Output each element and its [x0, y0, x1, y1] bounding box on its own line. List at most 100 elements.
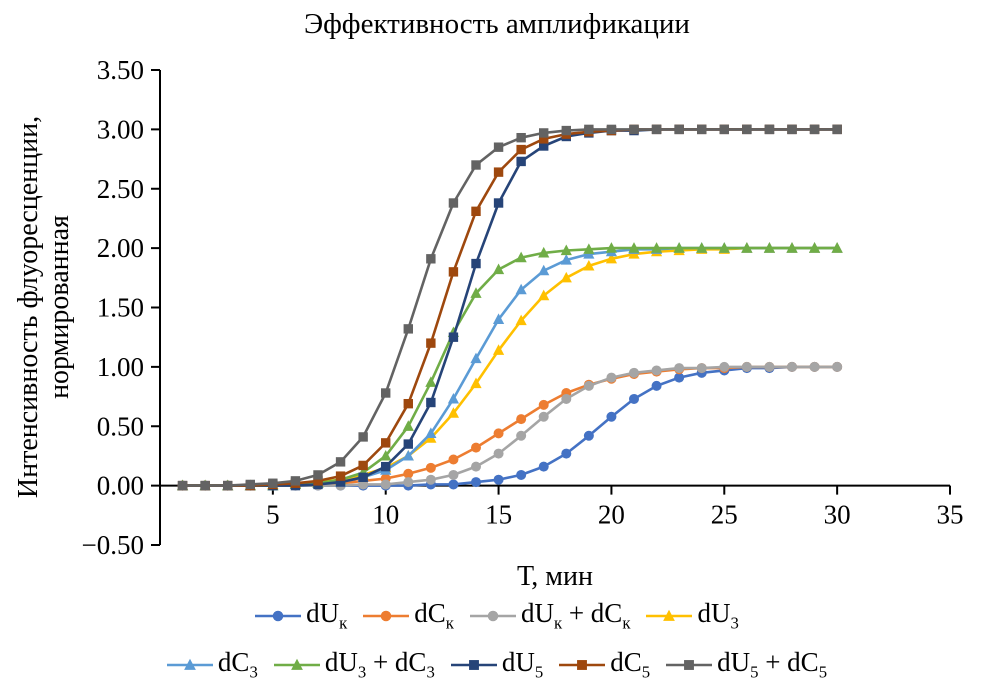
data-point-marker	[471, 160, 481, 170]
data-point-marker	[184, 658, 196, 670]
data-point-marker	[335, 457, 346, 467]
legend-item-dU5: dU5	[450, 647, 543, 682]
legend-label-text: + dC	[366, 647, 427, 678]
data-point-marker	[448, 332, 459, 342]
data-point-marker	[605, 242, 618, 253]
legend-label-subscript: 5	[641, 662, 651, 682]
data-point-marker	[560, 244, 572, 256]
legend-label-subscript: к	[622, 613, 631, 633]
legend-item-dU3_dC3: dU3 + dC3	[273, 647, 435, 682]
y-tick-label: 3.50	[97, 55, 144, 85]
legend-item-dC3: dC3	[166, 647, 258, 682]
data-point-marker	[674, 363, 685, 374]
legend-label-text: dU	[501, 647, 535, 678]
data-point-marker	[448, 454, 459, 465]
data-point-marker	[741, 242, 753, 253]
legend-label-subscript: 3	[249, 662, 258, 682]
legend-label-text: dC	[610, 647, 642, 678]
x-axis-title: Т, мин	[517, 561, 593, 592]
legend-item-dU5_dC5: dU5 + dC5	[666, 647, 827, 682]
data-point-marker	[425, 462, 436, 473]
data-point-marker	[651, 124, 662, 135]
data-point-marker	[448, 469, 459, 480]
legend-label-subscript: 3	[426, 662, 435, 682]
data-point-marker	[684, 660, 695, 671]
data-point-marker	[629, 367, 639, 378]
data-point-marker	[493, 198, 504, 208]
data-point-marker	[358, 460, 368, 471]
data-point-marker	[381, 610, 392, 621]
data-point-marker	[719, 361, 730, 372]
legend-triangle-marker-icon	[273, 658, 320, 670]
x-tick-label: 10	[372, 500, 399, 530]
data-point-marker	[561, 448, 572, 459]
data-point-marker	[516, 469, 527, 480]
legend-label-subscript: 5	[534, 662, 544, 682]
legend-label-subscript: к	[339, 613, 348, 633]
data-point-marker	[764, 124, 775, 135]
data-point-marker	[403, 477, 414, 488]
legend-label: dUк	[306, 598, 347, 633]
data-point-marker	[471, 442, 481, 453]
data-point-marker	[651, 380, 662, 391]
data-point-marker	[629, 393, 639, 404]
data-point-marker	[832, 124, 842, 135]
data-point-marker	[471, 461, 481, 472]
data-point-marker	[268, 478, 278, 488]
x-tick-label: 35	[937, 500, 964, 530]
legend-circle-marker-icon	[255, 610, 302, 621]
data-point-marker	[471, 258, 481, 269]
data-point-marker	[605, 252, 618, 264]
y-tick-label: −0.50	[82, 530, 144, 560]
legend-row-1: dUк dCк dUк + dCк dU3	[255, 598, 739, 633]
legend-label: dC5	[610, 647, 650, 682]
legend-label-text: dU	[697, 598, 731, 628]
data-point-marker	[516, 144, 526, 155]
data-point-marker	[539, 134, 549, 144]
data-point-marker	[223, 480, 233, 491]
legend-label-subscript: к	[445, 613, 454, 633]
legend-label: dU5	[502, 647, 543, 682]
legend-label-subscript: 3	[730, 613, 739, 633]
data-point-marker	[809, 361, 820, 372]
data-point-marker	[177, 480, 188, 491]
legend-square-marker-icon	[450, 660, 497, 671]
data-point-marker	[763, 242, 776, 253]
data-point-marker	[471, 206, 481, 217]
legend-item-dUk_dCk: dUк + dCк	[469, 598, 631, 633]
data-point-marker	[493, 474, 504, 485]
data-point-marker	[538, 246, 550, 258]
data-point-marker	[741, 361, 752, 372]
legend-triangle-marker-icon	[166, 658, 213, 670]
data-point-marker	[719, 124, 729, 135]
data-point-marker	[403, 439, 413, 449]
data-point-marker	[403, 468, 414, 479]
data-point-marker	[425, 376, 437, 387]
legend-label: dU3 + dC3	[325, 647, 435, 682]
data-point-marker	[272, 610, 284, 621]
data-point-marker	[403, 398, 413, 409]
legend-label-subscript: 5	[750, 662, 759, 682]
series-dCk	[177, 361, 843, 491]
data-point-marker	[538, 399, 549, 410]
legend-label-text: dU	[324, 647, 358, 678]
data-point-marker	[539, 128, 549, 138]
data-point-marker	[245, 479, 255, 490]
data-point-marker	[448, 267, 459, 277]
data-point-marker	[448, 198, 459, 208]
series-dU5	[177, 124, 842, 491]
legend-item-dU3: dU3	[646, 598, 739, 633]
y-tick-label: 2.00	[97, 233, 144, 263]
data-point-marker	[493, 167, 504, 177]
data-point-marker	[380, 449, 392, 461]
data-point-marker	[290, 658, 303, 670]
legend-label-text: dU	[717, 647, 751, 678]
data-point-marker	[718, 242, 730, 253]
data-point-marker	[516, 156, 526, 167]
data-point-marker	[583, 259, 595, 271]
data-point-marker	[538, 264, 550, 276]
data-point-marker	[561, 393, 572, 404]
data-point-marker	[539, 141, 549, 151]
data-point-marker	[560, 271, 572, 283]
data-point-marker	[561, 125, 571, 136]
